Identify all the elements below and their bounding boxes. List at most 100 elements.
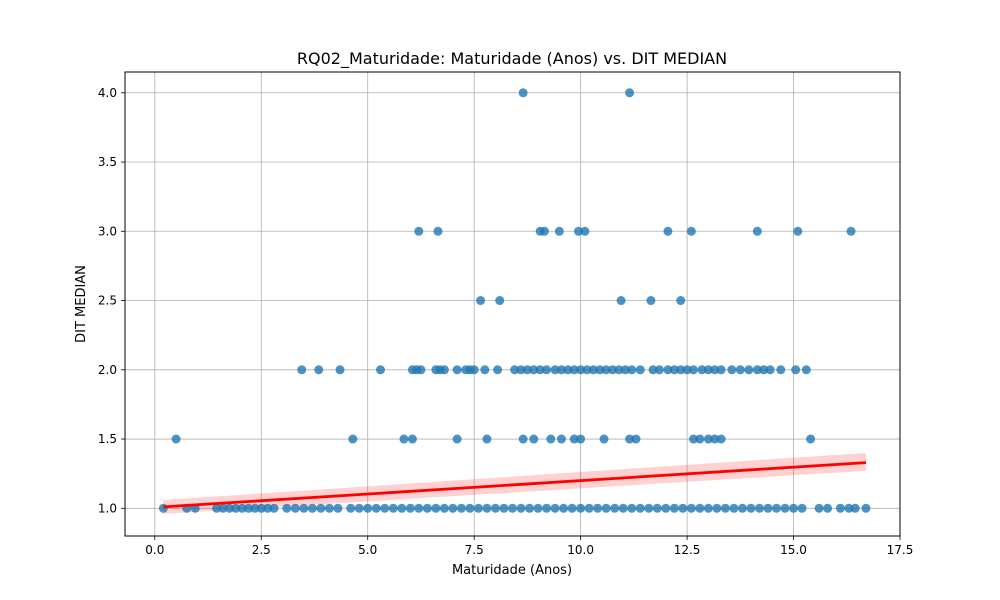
data-point — [550, 503, 560, 513]
data-point — [618, 503, 628, 513]
data-point — [380, 503, 390, 513]
data-point — [625, 88, 635, 98]
data-point — [627, 365, 637, 375]
data-point — [772, 503, 782, 513]
data-point — [559, 503, 569, 513]
data-point — [422, 503, 432, 513]
data-point — [476, 296, 486, 306]
data-point — [414, 226, 424, 236]
data-point — [582, 365, 592, 375]
data-point — [797, 503, 807, 513]
data-point — [542, 503, 552, 513]
data-point — [482, 434, 492, 444]
data-point — [710, 365, 720, 375]
data-point — [307, 503, 317, 513]
data-point — [669, 365, 679, 375]
data-point — [414, 503, 424, 513]
data-point — [744, 365, 754, 375]
data-point — [695, 434, 705, 444]
x-tick-label: 12.5 — [674, 543, 701, 557]
data-point — [250, 503, 260, 513]
data-point — [363, 503, 373, 513]
data-point — [676, 365, 686, 375]
data-point — [814, 503, 824, 513]
data-point — [416, 365, 426, 375]
data-point — [735, 365, 745, 375]
data-point — [776, 365, 786, 375]
data-point — [563, 365, 573, 375]
regression-line — [163, 461, 867, 509]
data-point — [516, 503, 526, 513]
data-point — [212, 503, 222, 513]
data-point — [850, 503, 860, 513]
data-point — [465, 503, 475, 513]
data-point — [516, 365, 526, 375]
data-point — [644, 503, 654, 513]
data-point — [720, 503, 730, 513]
data-point — [231, 503, 241, 513]
data-point — [490, 503, 500, 513]
data-point — [569, 365, 579, 375]
data-point — [759, 365, 769, 375]
data-point — [648, 365, 658, 375]
x-tick-label: 17.5 — [887, 543, 914, 557]
data-point — [407, 434, 417, 444]
data-point — [595, 365, 605, 375]
data-point — [791, 365, 801, 375]
data-point — [469, 365, 479, 375]
data-point — [569, 434, 579, 444]
y-axis-label: DIT MEDIAN — [74, 265, 89, 343]
data-point — [554, 226, 564, 236]
y-tick-label: 3.0 — [98, 224, 117, 238]
data-point — [765, 365, 775, 375]
data-point — [371, 503, 381, 513]
data-point — [635, 365, 645, 375]
data-point — [823, 503, 833, 513]
data-point — [529, 434, 539, 444]
data-point — [608, 365, 618, 375]
data-point — [218, 503, 228, 513]
x-tick-label: 7.5 — [465, 543, 484, 557]
data-point — [688, 365, 698, 375]
data-point — [456, 503, 466, 513]
data-point — [861, 503, 871, 513]
data-point — [567, 503, 577, 513]
data-point — [661, 503, 671, 513]
data-point — [663, 365, 673, 375]
y-tick-label: 1.5 — [98, 432, 117, 446]
data-point — [703, 434, 713, 444]
data-point — [439, 503, 449, 513]
data-point — [580, 226, 590, 236]
data-point — [388, 503, 398, 513]
data-point — [529, 365, 539, 375]
data-point — [703, 365, 713, 375]
data-point — [678, 503, 688, 513]
y-tick-label: 1.0 — [98, 501, 117, 515]
data-point — [806, 434, 816, 444]
data-point — [844, 503, 854, 513]
data-point — [335, 365, 345, 375]
data-point — [654, 365, 664, 375]
data-point — [737, 503, 747, 513]
data-point — [539, 226, 549, 236]
data-point — [237, 503, 247, 513]
data-point — [601, 503, 611, 513]
data-point — [510, 365, 520, 375]
data-point — [716, 434, 726, 444]
data-point — [482, 503, 492, 513]
data-point — [793, 226, 803, 236]
data-point — [269, 503, 279, 513]
data-point — [710, 434, 720, 444]
y-tick-label: 4.0 — [98, 86, 117, 100]
data-point — [433, 226, 443, 236]
x-tick-label: 0.0 — [145, 543, 164, 557]
data-point — [627, 503, 637, 513]
data-point — [669, 503, 679, 513]
data-point — [324, 503, 334, 513]
data-point — [789, 503, 799, 513]
x-tick-label: 5.0 — [358, 543, 377, 557]
data-point — [752, 365, 762, 375]
data-point — [754, 503, 764, 513]
data-point — [676, 296, 686, 306]
